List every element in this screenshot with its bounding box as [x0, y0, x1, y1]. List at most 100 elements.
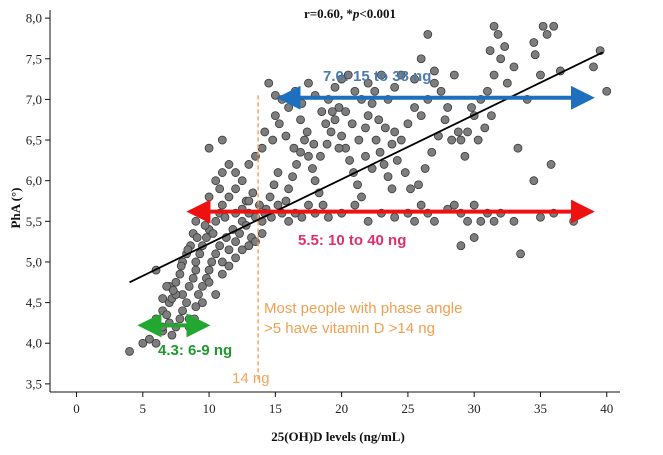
- y-tick-label: 6,0: [26, 173, 42, 188]
- data-point: [430, 78, 439, 88]
- data-point: [322, 139, 332, 149]
- data-point: [257, 143, 267, 153]
- data-point: [469, 200, 479, 210]
- data-point: [304, 200, 313, 210]
- data-point: [191, 302, 201, 312]
- arrow-label-7-0: 7.0: 15 to 38 ng: [323, 68, 431, 85]
- data-point: [175, 269, 185, 279]
- arrow-label-4-3: 4.3: 6-9 ng: [158, 342, 232, 359]
- data-point: [376, 70, 386, 80]
- y-tick-label: 6,5: [26, 133, 42, 148]
- data-point: [546, 160, 556, 169]
- data-point: [589, 62, 598, 72]
- data-point: [516, 249, 525, 259]
- data-point: [194, 290, 203, 299]
- y-tick-label: 5,0: [26, 254, 42, 269]
- data-point: [396, 135, 406, 145]
- arrow-label-5-5: 5.5: 10 to 40 ng: [298, 232, 406, 249]
- data-point: [341, 107, 351, 116]
- data-point: [410, 103, 419, 112]
- data-point: [237, 245, 247, 255]
- data-point: [224, 245, 234, 255]
- data-point: [244, 196, 254, 206]
- data-point: [569, 216, 579, 226]
- data-point: [274, 119, 284, 129]
- data-point: [367, 99, 377, 108]
- data-point: [453, 127, 463, 137]
- data-point: [215, 184, 225, 194]
- data-point: [151, 338, 161, 348]
- data-point: [456, 135, 466, 145]
- data-point: [237, 176, 247, 186]
- data-point: [171, 277, 181, 287]
- data-point: [326, 127, 336, 137]
- data-point: [509, 62, 519, 72]
- data-point: [353, 180, 362, 190]
- data-point: [207, 257, 217, 267]
- data-point: [162, 310, 172, 320]
- data-point: [198, 281, 207, 291]
- data-point: [414, 180, 423, 190]
- x-tick-label: 20: [335, 401, 348, 416]
- data-point: [175, 314, 185, 324]
- data-point: [304, 78, 313, 88]
- data-point: [302, 127, 312, 137]
- y-tick-label: 7,5: [26, 51, 42, 66]
- data-point: [281, 196, 291, 206]
- data-point: [269, 180, 279, 190]
- data-point: [284, 216, 294, 226]
- data-point: [182, 298, 191, 307]
- data-point: [211, 249, 221, 259]
- data-point: [300, 135, 309, 145]
- data-point: [317, 107, 327, 116]
- data-point: [400, 168, 410, 177]
- data-point: [483, 86, 492, 96]
- data-point: [383, 172, 393, 182]
- chart-title: r=0.60, *p<0.001: [304, 6, 396, 21]
- data-point: [304, 151, 313, 161]
- data-point: [392, 155, 402, 165]
- x-tick-label: 25: [401, 401, 414, 416]
- data-point: [536, 212, 545, 222]
- data-point: [270, 90, 280, 100]
- y-tick-label: 4,5: [26, 295, 42, 310]
- data-point: [273, 168, 283, 177]
- data-point: [350, 86, 360, 96]
- data-point: [473, 135, 483, 145]
- data-point: [416, 111, 426, 121]
- data-point: [337, 74, 347, 84]
- data-point: [469, 233, 479, 242]
- y-tick-label: 8,0: [26, 11, 42, 26]
- data-point: [217, 269, 227, 279]
- data-point: [289, 143, 299, 153]
- data-point: [200, 220, 210, 230]
- data-point: [318, 200, 328, 210]
- data-point: [208, 229, 218, 238]
- y-axis-title: PhA (°): [8, 188, 23, 229]
- x-tick-label: 15: [269, 401, 282, 416]
- data-point: [224, 192, 234, 202]
- data-point: [296, 115, 305, 125]
- data-point: [168, 286, 178, 295]
- data-point: [496, 54, 506, 64]
- data-point: [460, 151, 470, 161]
- data-point: [191, 265, 201, 275]
- data-point: [449, 200, 459, 210]
- data-point: [268, 135, 278, 145]
- data-point: [390, 127, 400, 137]
- data-point: [396, 70, 406, 80]
- data-point: [463, 216, 472, 226]
- x-tick-label: 5: [140, 401, 147, 416]
- data-point: [375, 147, 385, 157]
- data-point: [361, 123, 370, 133]
- data-point: [255, 200, 264, 210]
- data-point: [443, 103, 453, 112]
- data-point: [487, 111, 496, 121]
- data-point: [188, 273, 198, 283]
- data-point: [284, 103, 294, 112]
- data-point: [363, 216, 373, 226]
- data-point: [489, 216, 499, 226]
- data-point: [536, 70, 545, 80]
- data-point: [345, 155, 354, 165]
- data-point: [257, 229, 267, 238]
